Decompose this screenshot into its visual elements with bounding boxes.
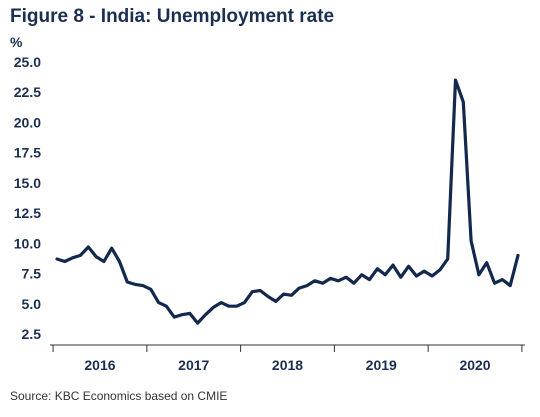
y-tick-label: 5.0 xyxy=(22,296,42,312)
axes xyxy=(50,344,525,352)
y-tick-label: 20.0 xyxy=(14,114,41,130)
x-tick-label: 2018 xyxy=(272,357,303,373)
y-tick-label: 10.0 xyxy=(14,235,41,251)
x-tick-label: 2019 xyxy=(366,357,397,373)
y-axis-tick-labels: 2.5 5.0 7.5 10.0 12.5 15.0 17.5 20.0 22.5 25.0 xyxy=(14,54,41,342)
y-tick-label: 25.0 xyxy=(14,54,41,70)
x-axis-tick-labels: 2016 2017 2018 2019 2020 xyxy=(84,357,490,373)
y-tick-label: 22.5 xyxy=(14,84,41,100)
y-tick-label: 17.5 xyxy=(14,145,41,161)
unemployment-rate-line xyxy=(55,78,520,325)
source-note: Source: KBC Economics based on CMIE xyxy=(10,389,228,403)
y-tick-label: 12.5 xyxy=(14,205,41,221)
y-axis-unit-label: % xyxy=(10,34,23,50)
x-tick-label: 2016 xyxy=(84,357,115,373)
chart-title: Figure 8 - India: Unemployment rate xyxy=(10,6,335,27)
y-tick-label: 7.5 xyxy=(22,266,42,282)
series-layer xyxy=(55,78,520,325)
x-tick-label: 2020 xyxy=(459,357,490,373)
y-tick-label: 2.5 xyxy=(22,326,42,342)
x-tick-label: 2017 xyxy=(178,357,209,373)
y-tick-label: 15.0 xyxy=(14,175,41,191)
